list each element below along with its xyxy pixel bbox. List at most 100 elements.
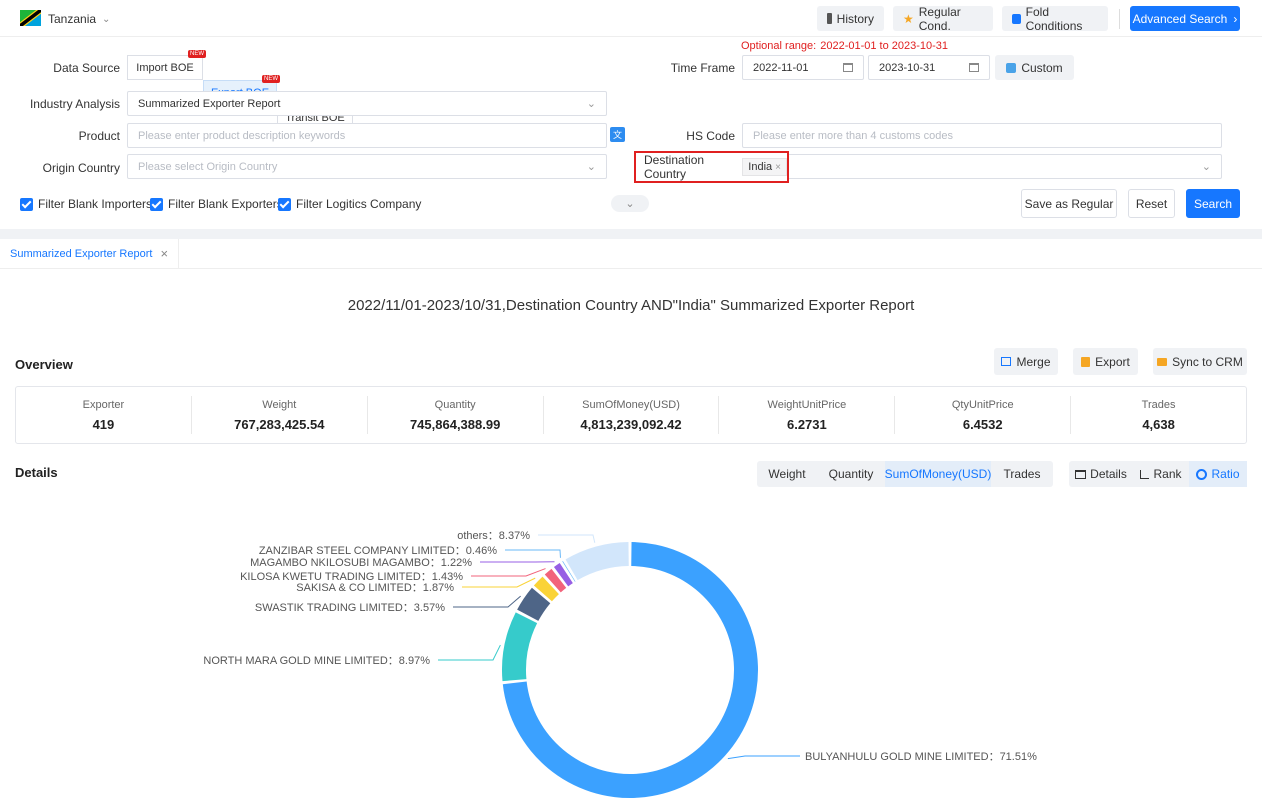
- stat-value: 4,813,239,092.42: [580, 416, 682, 432]
- custom-icon: [1006, 62, 1017, 73]
- date-from-field[interactable]: 2022-11-01: [742, 55, 864, 80]
- date-to-value: 2023-10-31: [879, 61, 936, 74]
- slice-label: ZANZIBAR STEEL COMPANY LIMITED：0.46%: [259, 545, 497, 557]
- divider: [1119, 9, 1120, 29]
- donut-slice[interactable]: [517, 587, 551, 621]
- metric-tab-sum-of-money[interactable]: SumOfMoney(USD): [885, 461, 991, 487]
- view-tab-rank[interactable]: Rank: [1133, 461, 1189, 487]
- stat-key: SumOfMoney(USD): [582, 398, 680, 411]
- merge-button[interactable]: Merge: [994, 348, 1058, 375]
- view-tab-ratio-label: Ratio: [1211, 467, 1240, 481]
- date-to-field[interactable]: 2023-10-31: [868, 55, 990, 80]
- leader-line: [538, 534, 596, 543]
- calendar-icon: [843, 63, 853, 72]
- section-separator: [0, 229, 1262, 239]
- donut-slice[interactable]: [533, 576, 559, 602]
- optional-range-label: Optional range:: [741, 40, 817, 52]
- chevron-down-icon: ⌄: [102, 13, 111, 25]
- filter-logistics-company-checkbox[interactable]: Filter Logitics Company: [278, 197, 421, 211]
- sync-to-crm-button[interactable]: Sync to CRM: [1153, 348, 1247, 375]
- export-icon: [1081, 356, 1091, 367]
- view-tab-details[interactable]: Details: [1069, 461, 1133, 487]
- metric-tab-quantity[interactable]: Quantity: [828, 467, 874, 481]
- translate-icon[interactable]: 文: [610, 127, 625, 142]
- slice-label: others：8.37%: [457, 530, 530, 542]
- custom-button[interactable]: Custom: [995, 55, 1074, 80]
- hs-code-input[interactable]: Please enter more than 4 customs codes: [742, 123, 1222, 148]
- tab-label: Summarized Exporter Report: [10, 247, 153, 260]
- checkbox-icon: [150, 197, 163, 211]
- stat-weight-unit-price: WeightUnitPrice 6.2731: [719, 396, 896, 434]
- new-badge: NEW: [262, 75, 280, 83]
- leader-line: [727, 755, 800, 760]
- import-boe-option[interactable]: Import BOE NEW: [127, 50, 206, 80]
- expand-toggle[interactable]: ⌄: [611, 195, 649, 212]
- chevron-right-icon: ›: [1233, 11, 1238, 26]
- leader-line: [505, 549, 561, 558]
- custom-label: Custom: [1021, 60, 1063, 75]
- donut-slice[interactable]: [502, 612, 538, 682]
- product-label: Product: [78, 129, 120, 143]
- tab-summarized-exporter-report[interactable]: Summarized Exporter Report ×: [0, 239, 180, 268]
- donut-slice[interactable]: [553, 563, 573, 587]
- close-icon[interactable]: ×: [775, 161, 781, 173]
- filter-blank-exporters-label: Filter Blank Exporters: [168, 197, 283, 211]
- view-tab-details-label: Details: [1090, 467, 1127, 481]
- filter-blank-importers-checkbox[interactable]: Filter Blank Importers: [20, 197, 152, 211]
- save-as-regular-label: Save as Regular: [1024, 196, 1114, 211]
- tab-divider: [0, 268, 1262, 269]
- stat-key: Weight: [262, 398, 297, 411]
- details-heading: Details: [15, 465, 58, 480]
- calendar-icon: [969, 63, 979, 72]
- chevron-down-icon: ⌄: [625, 198, 635, 210]
- fold-icon: [1012, 13, 1021, 24]
- regular-cond-label: Regular Cond.: [918, 4, 961, 33]
- stat-key: WeightUnitPrice: [767, 398, 847, 411]
- save-as-regular-button[interactable]: Save as Regular: [1021, 189, 1117, 218]
- donut-slice[interactable]: [562, 561, 576, 582]
- ratio-donut-chart: BULYANHULU GOLD MINE LIMITED：71.51% NORTH…: [203, 530, 1037, 798]
- history-button[interactable]: History: [817, 6, 884, 31]
- stat-quantity: Quantity 745,864,388.99: [368, 396, 544, 434]
- history-icon: [827, 13, 832, 24]
- hs-code-placeholder: Please enter more than 4 customs codes: [753, 129, 953, 142]
- industry-analysis-select[interactable]: Summarized Exporter Report ⌄: [127, 91, 607, 116]
- leader-line: [462, 577, 536, 588]
- origin-country-label: Origin Country: [42, 161, 120, 175]
- optional-range-note: Optional range: 2022-01-01 to 2023-10-31: [741, 40, 948, 52]
- view-tab-ratio[interactable]: Ratio: [1189, 461, 1247, 487]
- slice-label: SWASTIK TRADING LIMITED：3.57%: [255, 602, 445, 614]
- reset-label: Reset: [1135, 196, 1168, 211]
- search-button[interactable]: Search: [1186, 189, 1240, 218]
- reset-button[interactable]: Reset: [1128, 189, 1175, 218]
- export-label: Export: [1095, 354, 1130, 369]
- stat-key: Exporter: [82, 398, 125, 411]
- india-tag: India ×: [742, 158, 787, 176]
- stat-exporter: Exporter 419: [16, 396, 192, 434]
- close-icon[interactable]: ×: [160, 246, 169, 261]
- merge-label: Merge: [1016, 354, 1051, 369]
- view-tab-group: Details Rank Ratio: [1069, 461, 1247, 487]
- export-button[interactable]: Export: [1073, 348, 1138, 375]
- filter-logistics-company-label: Filter Logitics Company: [296, 197, 422, 211]
- donut-slice[interactable]: [544, 568, 567, 593]
- metric-tab-trades[interactable]: Trades: [1003, 467, 1041, 481]
- origin-country-select[interactable]: Please select Origin Country ⌄: [127, 154, 607, 179]
- advanced-search-button[interactable]: Advanced Search ›: [1130, 6, 1240, 31]
- filter-blank-exporters-checkbox[interactable]: Filter Blank Exporters: [150, 197, 283, 211]
- product-input[interactable]: Please enter product description keyword…: [127, 123, 607, 148]
- destination-country-select[interactable]: ⌄: [740, 154, 1222, 179]
- country-selector[interactable]: Tanzania ⌄: [48, 12, 110, 26]
- product-placeholder: Please enter product description keyword…: [138, 129, 346, 142]
- stat-qty-unit-price: QtyUnitPrice 6.4532: [895, 396, 1072, 434]
- checkbox-icon: [20, 197, 33, 211]
- stat-value: 767,283,425.54: [234, 416, 325, 432]
- destination-country-highlight: Destination Country India ×: [634, 151, 789, 183]
- industry-analysis-label: Industry Analysis: [29, 97, 120, 111]
- regular-cond-button[interactable]: ★ Regular Cond.: [893, 4, 993, 33]
- fold-conditions-button[interactable]: Fold Conditions: [1002, 5, 1108, 33]
- metric-tab-weight[interactable]: Weight: [768, 467, 806, 481]
- donut-slice[interactable]: [565, 542, 629, 581]
- time-frame-label: Time Frame: [670, 61, 735, 75]
- slice-label: BULYANHULU GOLD MINE LIMITED：71.51%: [805, 751, 1037, 763]
